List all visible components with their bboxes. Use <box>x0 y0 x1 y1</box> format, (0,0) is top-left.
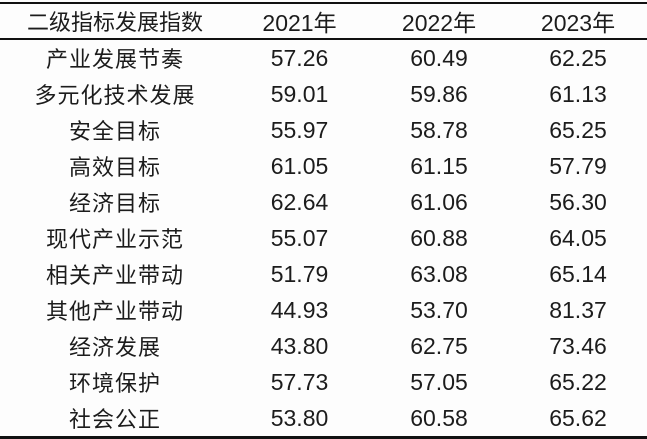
value-cell: 51.79 <box>270 260 329 287</box>
table-row: 经济发展 43.80 62.75 73.46 <box>0 328 647 364</box>
table-row: 环境保护 57.73 57.05 65.22 <box>0 364 647 400</box>
table-row: 其他产业带动 44.93 53.70 81.37 <box>0 292 647 328</box>
table-row: 相关产业带动 51.79 63.08 65.14 <box>0 256 647 292</box>
value-cell: 61.05 <box>270 152 329 179</box>
value-cell: 57.73 <box>270 368 329 395</box>
value-cell: 61.13 <box>549 80 607 107</box>
row-label: 相关产业带动 <box>45 263 184 288</box>
table-body: 产业发展节奏 57.26 60.49 62.25 多元化技术发展 59.01 59.86 61… <box>0 39 647 438</box>
column-header-indicator: 二级指标发展指数 <box>0 3 230 40</box>
value-cell: 60.49 <box>410 44 468 71</box>
value-cell: 59.86 <box>410 80 468 107</box>
value-cell: 62.75 <box>410 332 468 359</box>
value-cell: 57.05 <box>410 368 468 395</box>
value-cell: 55.07 <box>270 224 329 251</box>
value-cell: 62.64 <box>270 188 329 215</box>
value-cell: 63.08 <box>410 260 468 287</box>
value-cell: 61.06 <box>410 188 468 215</box>
table-row: 现代产业示范 55.07 60.88 64.05 <box>0 220 647 256</box>
column-header-2022: 2022年 <box>369 3 509 40</box>
value-cell: 53.70 <box>410 296 468 323</box>
row-label: 安全目标 <box>68 119 161 144</box>
value-cell: 53.80 <box>270 404 329 431</box>
value-cell: 62.25 <box>549 44 607 71</box>
table-row: 安全目标 55.97 58.78 65.25 <box>0 112 647 148</box>
row-label: 产业发展节奏 <box>45 47 184 72</box>
value-cell: 59.01 <box>270 80 329 107</box>
header-row: 二级指标发展指数 2021年 2022年 2023年 <box>0 3 647 40</box>
value-cell: 56.30 <box>549 188 607 215</box>
table-row: 社会公正 53.80 60.58 65.62 <box>0 400 647 438</box>
value-cell: 57.26 <box>270 44 329 71</box>
value-cell: 60.88 <box>410 224 468 251</box>
value-cell: 64.05 <box>549 224 607 251</box>
value-cell: 65.14 <box>549 260 607 287</box>
column-header-2021: 2021年 <box>230 3 369 40</box>
value-cell: 65.62 <box>549 404 607 431</box>
row-label: 经济目标 <box>68 191 161 216</box>
value-cell: 81.37 <box>549 296 607 323</box>
table-row: 产业发展节奏 57.26 60.49 62.25 <box>0 39 647 76</box>
row-label: 经济发展 <box>68 335 161 360</box>
value-cell: 57.79 <box>549 152 607 179</box>
row-label: 其他产业带动 <box>45 299 184 324</box>
value-cell: 65.22 <box>549 368 607 395</box>
value-cell: 43.80 <box>270 332 329 359</box>
value-cell: 61.15 <box>410 152 468 179</box>
value-cell: 58.78 <box>410 116 468 143</box>
row-label: 现代产业示范 <box>45 227 184 252</box>
row-label: 社会公正 <box>68 407 161 432</box>
row-label: 环境保护 <box>68 371 161 396</box>
table-row: 多元化技术发展 59.01 59.86 61.13 <box>0 76 647 112</box>
row-label: 多元化技术发展 <box>34 83 196 108</box>
value-cell: 55.97 <box>270 116 329 143</box>
table-row: 经济目标 62.64 61.06 56.30 <box>0 184 647 220</box>
table-row: 高效目标 61.05 61.15 57.79 <box>0 148 647 184</box>
row-label: 高效目标 <box>68 155 161 180</box>
value-cell: 73.46 <box>549 332 607 359</box>
value-cell: 44.93 <box>270 296 329 323</box>
value-cell: 65.25 <box>549 116 607 143</box>
column-header-2023: 2023年 <box>509 3 647 40</box>
value-cell: 60.58 <box>410 404 468 431</box>
